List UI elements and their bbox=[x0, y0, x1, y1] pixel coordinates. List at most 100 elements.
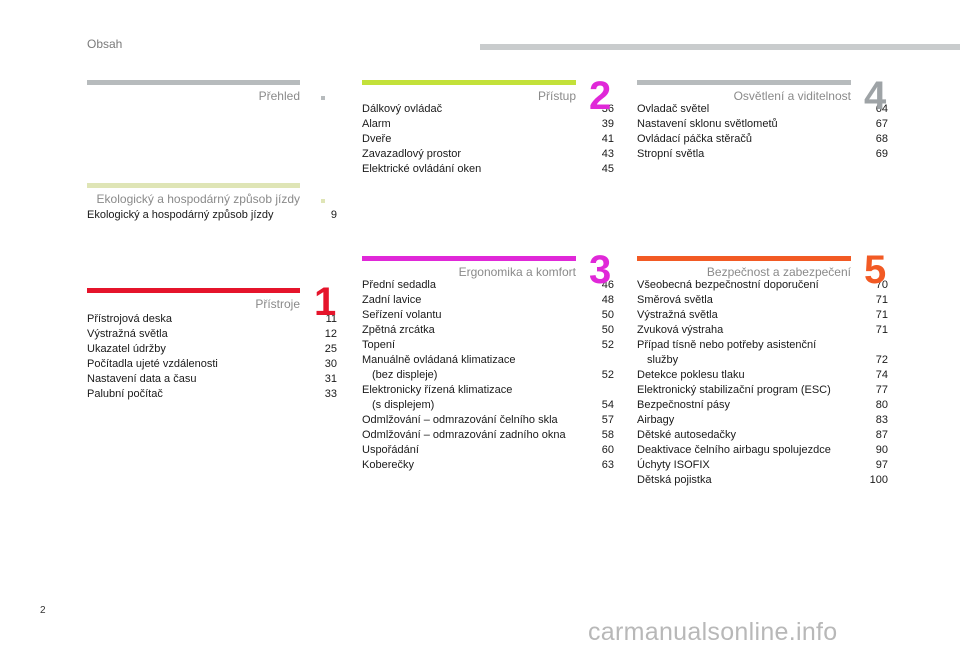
entry-label-main: Úchyty ISOFIX bbox=[637, 459, 710, 471]
toc-entry[interactable]: Přístrojová deska 11 bbox=[87, 312, 337, 327]
toc-entry[interactable]: Nastavení sklonu světlometů 67 bbox=[637, 117, 888, 132]
section-bar bbox=[637, 80, 851, 85]
entry-page: 83 bbox=[875, 414, 888, 426]
entry-page: 43 bbox=[601, 148, 614, 160]
entry-label-sub: služby bbox=[647, 354, 679, 366]
entry-label-main: Dětská pojistka bbox=[637, 474, 712, 486]
toc-entry[interactable]: Směrová světla 71 bbox=[637, 293, 888, 308]
entry-label-main: Alarm bbox=[362, 118, 391, 130]
entry-label-main: Všeobecná bezpečnostní doporučení bbox=[637, 279, 819, 291]
entry-page: 97 bbox=[875, 459, 888, 471]
entry-label: Bezpečnostní pásy bbox=[637, 398, 730, 413]
entry-label-main: Topení bbox=[362, 339, 396, 351]
page-number: 2 bbox=[40, 605, 46, 616]
entry-label-main: Palubní počítač bbox=[87, 388, 163, 400]
toc-entry[interactable]: Zadní lavice 48 bbox=[362, 293, 614, 308]
entry-label: Elektronicky řízená klimatizace (s disple… bbox=[362, 383, 512, 413]
toc-entry[interactable]: Manuálně ovládaná klimatizace (bez disple… bbox=[362, 353, 614, 383]
entry-label-main: Zavazadlový prostor bbox=[362, 148, 462, 160]
toc-entry[interactable]: Výstražná světla 71 bbox=[637, 308, 888, 323]
toc-entry[interactable]: Deaktivace čelního airbagu spolujezdce 90 bbox=[637, 443, 888, 458]
entry-label: Počítadla ujeté vzdálenosti bbox=[87, 357, 218, 372]
toc-entry[interactable]: Odmlžování – odmrazování čelního skla 57 bbox=[362, 413, 614, 428]
toc-entry[interactable]: Elektrické ovládání oken 45 bbox=[362, 162, 614, 177]
toc-entry[interactable]: Zavazadlový prostor 43 bbox=[362, 147, 614, 162]
toc-entry[interactable]: Ovládací páčka stěračů 68 bbox=[637, 132, 888, 147]
entry-label-main: Výstražná světla bbox=[87, 328, 168, 340]
entry-label-main: Přední sedadla bbox=[362, 279, 436, 291]
toc-entry[interactable]: Všeobecná bezpečnostní doporučení 70 bbox=[637, 278, 888, 293]
entry-label-main: Počítadla ujeté vzdálenosti bbox=[87, 358, 218, 370]
entry-label-sub: (bez displeje) bbox=[372, 369, 438, 381]
entry-page: 87 bbox=[875, 429, 888, 441]
entry-list: Ekologický a hospodárný způsob jízdy 9 bbox=[87, 208, 337, 223]
toc-entry[interactable]: Nastavení data a času 31 bbox=[87, 372, 337, 387]
entry-page: 64 bbox=[875, 103, 888, 115]
entry-label-main: Zpětná zrcátka bbox=[362, 324, 435, 336]
entry-label: Seřízení volantu bbox=[362, 308, 442, 323]
entry-label: Topení bbox=[362, 338, 395, 353]
entry-page: 54 bbox=[601, 399, 614, 411]
toc-entry[interactable]: Počítadla ujeté vzdálenosti 30 bbox=[87, 357, 337, 372]
section-bar bbox=[87, 288, 300, 293]
entry-label: Výstražná světla bbox=[87, 327, 168, 342]
toc-entry[interactable]: Elektronicky řízená klimatizace (s disple… bbox=[362, 383, 614, 413]
entry-label: Nastavení data a času bbox=[87, 372, 196, 387]
entry-label: Ukazatel údržby bbox=[87, 342, 166, 357]
toc-entry[interactable]: Případ tísně nebo potřeby asistenční služ… bbox=[637, 338, 888, 368]
toc-entry[interactable]: Elektronický stabilizační program (ESC) 7… bbox=[637, 383, 888, 398]
toc-entry[interactable]: Odmlžování – odmrazování zadního okna 58 bbox=[362, 428, 614, 443]
entry-list: Přístrojová deska 11 Výstražná světla 12 Uka… bbox=[87, 312, 337, 402]
toc-entry[interactable]: Dětské autosedačky 87 bbox=[637, 428, 888, 443]
entry-label-main: Stropní světla bbox=[637, 148, 705, 160]
entry-label-main: Dálkový ovládač bbox=[362, 103, 443, 115]
entry-page: 52 bbox=[601, 339, 614, 351]
entry-label: Dětské autosedačky bbox=[637, 428, 736, 443]
toc-entry[interactable]: Dětská pojistka 100 bbox=[637, 473, 888, 488]
toc-entry[interactable]: Úchyty ISOFIX 97 bbox=[637, 458, 888, 473]
section-number: 1 bbox=[314, 280, 337, 324]
toc-entry[interactable]: Ekologický a hospodárný způsob jízdy 9 bbox=[87, 208, 337, 223]
entry-label-main: Ovládací páčka stěračů bbox=[637, 133, 752, 145]
toc-entry[interactable]: Alarm 39 bbox=[362, 117, 614, 132]
entry-page: 52 bbox=[601, 369, 614, 381]
entry-label-sub: (s displejem) bbox=[372, 399, 435, 411]
toc-entry[interactable]: Dveře 41 bbox=[362, 132, 614, 147]
toc-entry[interactable]: Uspořádání 60 bbox=[362, 443, 614, 458]
entry-page: 57 bbox=[601, 414, 614, 426]
toc-entry[interactable]: Koberečky 63 bbox=[362, 458, 614, 473]
section-eko: Ekologický a hospodárný způsob jízdy Eko… bbox=[87, 183, 337, 223]
entry-label-main: Případ tísně nebo potřeby asistenční bbox=[637, 339, 817, 351]
toc-entry[interactable]: Přední sedadla 46 bbox=[362, 278, 614, 293]
entry-label: Manuálně ovládaná klimatizace (bez disple… bbox=[362, 353, 515, 383]
entry-label: Odmlžování – odmrazování čelního skla bbox=[362, 413, 558, 428]
toc-entry[interactable]: Stropní světla 69 bbox=[637, 147, 888, 162]
entry-label: Přední sedadla bbox=[362, 278, 436, 293]
entry-page: 80 bbox=[875, 399, 888, 411]
entry-label: Stropní světla bbox=[637, 147, 704, 162]
toc-entry[interactable]: Seřízení volantu 50 bbox=[362, 308, 614, 323]
entry-page: 31 bbox=[324, 373, 337, 385]
entry-label: Úchyty ISOFIX bbox=[637, 458, 710, 473]
section-bar bbox=[362, 80, 576, 85]
toc-entry[interactable]: Výstražná světla 12 bbox=[87, 327, 337, 342]
entry-label: Elektrické ovládání oken bbox=[362, 162, 481, 177]
toc-entry[interactable]: Zvuková výstraha 71 bbox=[637, 323, 888, 338]
entry-label-main: Detekce poklesu tlaku bbox=[637, 369, 745, 381]
toc-entry[interactable]: Ovladač světel 64 bbox=[637, 102, 888, 117]
entry-page: 100 bbox=[869, 474, 888, 486]
entry-page: 50 bbox=[601, 309, 614, 321]
toc-entry[interactable]: Dálkový ovládač 36 bbox=[362, 102, 614, 117]
toc-entry[interactable]: Airbagy 83 bbox=[637, 413, 888, 428]
entry-page: 71 bbox=[875, 294, 888, 306]
entry-page: 90 bbox=[875, 444, 888, 456]
entry-label: Dálkový ovládač bbox=[362, 102, 442, 117]
toc-entry[interactable]: Palubní počítač 33 bbox=[87, 387, 337, 402]
toc-entry[interactable]: Ukazatel údržby 25 bbox=[87, 342, 337, 357]
toc-entry[interactable]: Bezpečnostní pásy 80 bbox=[637, 398, 888, 413]
toc-entry[interactable]: Zpětná zrcátka 50 bbox=[362, 323, 614, 338]
toc-entry[interactable]: Topení 52 bbox=[362, 338, 614, 353]
entry-label-main: Koberečky bbox=[362, 459, 414, 471]
entry-page: 39 bbox=[601, 118, 614, 130]
toc-entry[interactable]: Detekce poklesu tlaku 74 bbox=[637, 368, 888, 383]
